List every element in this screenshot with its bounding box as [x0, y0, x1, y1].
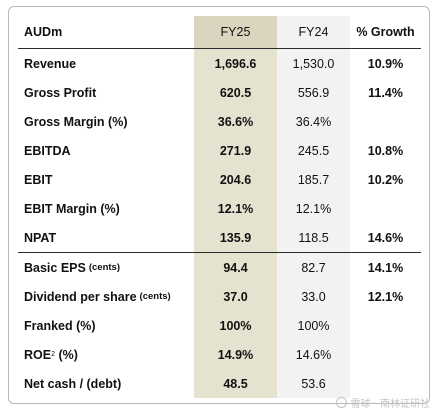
table-row-ebitda: EBITDA 271.9 245.5 10.8%	[18, 136, 421, 165]
row-label: Gross Profit	[24, 85, 97, 100]
table-row-revenue: Revenue 1,696.6 1,530.0 10.9%	[18, 49, 421, 78]
table-row-gross-profit: Gross Profit 620.5 556.9 11.4%	[18, 78, 421, 107]
row-label: Franked (%)	[24, 318, 96, 333]
growth-value: 11.4%	[368, 85, 403, 100]
table-row-roe: ROE 2 (%) 14.9% 14.6%	[18, 340, 421, 369]
row-label: EBIT Margin (%)	[24, 201, 120, 216]
fy24-value: 245.5	[277, 136, 350, 165]
watermark: 雪球 · 南林证研社	[336, 395, 430, 410]
fy25-value: 271.9	[194, 136, 277, 165]
header-growth: % Growth	[356, 25, 415, 39]
fy24-value: 36.4%	[277, 107, 350, 136]
row-label: ROE 2 (%)	[24, 347, 78, 362]
table-row-gross-margin: Gross Margin (%) 36.6% 36.4%	[18, 107, 421, 136]
fy24-value: 14.6%	[277, 340, 350, 369]
watermark-text: 雪球 · 南林证研社	[350, 399, 430, 410]
table-row-franked: Franked (%) 100% 100%	[18, 311, 421, 340]
growth-value: 14.6%	[367, 230, 404, 245]
fy24-value: 118.5	[277, 223, 350, 252]
fy25-value: 37.0	[194, 282, 277, 311]
fy24-value: 185.7	[277, 165, 350, 194]
fy24-value: 1,530.0	[277, 49, 350, 78]
growth-value	[350, 369, 421, 398]
fy25-value: 36.6%	[194, 107, 277, 136]
financial-summary-card: AUDm FY25 FY24 % Growth Revenue 1,696.6 …	[8, 6, 430, 404]
fy25-value: 94.4	[194, 253, 277, 282]
financial-summary-table: AUDm FY25 FY24 % Growth Revenue 1,696.6 …	[18, 16, 421, 398]
fy25-value: 135.9	[194, 223, 277, 252]
fy24-value: 12.1%	[277, 194, 350, 223]
fy25-value: 204.6	[194, 165, 277, 194]
row-label-unit: (cents)	[139, 291, 171, 302]
fy25-value: 1,696.6	[194, 49, 277, 78]
table-row-ebit-margin: EBIT Margin (%) 12.1% 12.1%	[18, 194, 421, 223]
table-row-dividend-per-share: Dividend per share (cents) 37.0 33.0 12.1…	[18, 282, 421, 311]
fy25-value: 12.1%	[194, 194, 277, 223]
row-label: Net cash / (debt)	[24, 376, 122, 391]
table-row-npat: NPAT 135.9 118.5 14.6%	[18, 223, 421, 252]
fy25-value: 48.5	[194, 369, 277, 398]
fy25-value: 620.5	[194, 78, 277, 107]
growth-value	[350, 340, 421, 369]
header-fy25: FY25	[194, 16, 277, 48]
fy24-value: 82.7	[277, 253, 350, 282]
fy24-value: 100%	[277, 311, 350, 340]
fy24-value: 556.9	[277, 78, 350, 107]
growth-value: 12.1%	[367, 289, 404, 304]
row-label-suffix: (%)	[55, 347, 78, 362]
fy24-value: 33.0	[277, 282, 350, 311]
row-label: Dividend per share (cents)	[24, 289, 171, 304]
growth-value: 14.1%	[367, 260, 404, 275]
growth-value: 10.9%	[367, 56, 404, 71]
table-row-ebit: EBIT 204.6 185.7 10.2%	[18, 165, 421, 194]
snowball-logo-icon	[336, 397, 348, 408]
growth-value: 10.8%	[367, 143, 404, 158]
row-label: Basic EPS (cents)	[24, 260, 120, 275]
fy24-value: 53.6	[277, 369, 350, 398]
row-label-unit: (cents)	[88, 262, 120, 273]
row-label: Gross Margin (%)	[24, 114, 128, 129]
table-header-row: AUDm FY25 FY24 % Growth	[18, 16, 421, 49]
growth-value	[350, 311, 421, 340]
row-label: Revenue	[24, 56, 77, 71]
growth-value	[350, 107, 421, 136]
fy25-value: 14.9%	[194, 340, 277, 369]
fy25-value: 100%	[194, 311, 277, 340]
header-fy24: FY24	[277, 16, 350, 48]
row-label: EBITDA	[24, 143, 71, 158]
table-row-net-cash: Net cash / (debt) 48.5 53.6	[18, 369, 421, 398]
growth-value	[350, 194, 421, 223]
row-label: NPAT	[24, 230, 57, 245]
header-label-currency: AUDm	[24, 25, 63, 39]
growth-value: 10.2%	[367, 172, 404, 187]
row-label: EBIT	[24, 172, 53, 187]
table-row-basic-eps: Basic EPS (cents) 94.4 82.7 14.1%	[18, 252, 421, 282]
